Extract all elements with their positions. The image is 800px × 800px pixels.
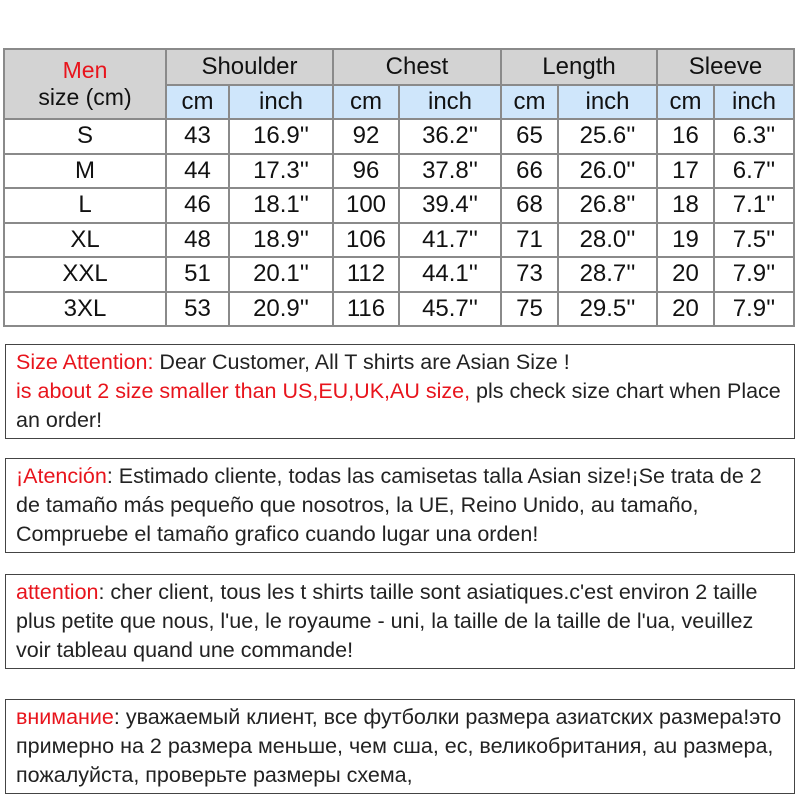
value-cell: 44.1'' xyxy=(398,256,502,293)
value-cell: 51 xyxy=(165,256,230,293)
group-header-length: Length xyxy=(500,48,658,86)
value-cell: 20 xyxy=(656,290,715,327)
table-row: M 44 17.3'' 96 37.8'' 66 26.0'' 17 6.7'' xyxy=(3,152,795,189)
value-cell: 26.8'' xyxy=(557,187,658,224)
value-cell: 7.5'' xyxy=(713,221,795,258)
value-cell: 7.9'' xyxy=(713,256,795,293)
notice-text: : Estimado cliente, todas las camisetas … xyxy=(16,464,762,546)
notice-label: Size Attention: xyxy=(16,350,154,374)
value-cell: 6.7'' xyxy=(713,152,795,189)
value-cell: 37.8'' xyxy=(398,152,502,189)
size-cell: S xyxy=(3,118,167,155)
notice-label: ¡Atención xyxy=(16,464,107,488)
notice-text: : уважаемый клиент, все футболки размера… xyxy=(16,705,782,787)
size-chart-table: Men size (cm) Shoulder Chest Length Slee… xyxy=(3,48,795,327)
notice-text: : cher client, tous les t shirts taille … xyxy=(16,580,758,662)
unit-header-inch: inch xyxy=(557,84,658,120)
size-cm-label: size (cm) xyxy=(38,84,132,110)
value-cell: 7.1'' xyxy=(713,187,795,224)
notice-text-rest: pls check size chart when Place an order… xyxy=(16,379,781,432)
notice-english: Size Attention: Dear Customer, All T shi… xyxy=(5,344,795,439)
value-cell: 45.7'' xyxy=(398,290,502,327)
unit-header-inch: inch xyxy=(228,84,334,120)
value-cell: 41.7'' xyxy=(398,221,502,258)
notice-text: Dear Customer, All T shirts are Asian Si… xyxy=(153,350,570,374)
table-row: 3XL 53 20.9'' 116 45.7'' 75 29.5'' 20 7.9'' xyxy=(3,290,795,327)
value-cell: 16.9'' xyxy=(228,118,334,155)
value-cell: 7.9'' xyxy=(713,290,795,327)
size-header-cell: Men size (cm) xyxy=(3,48,167,120)
value-cell: 100 xyxy=(332,187,400,224)
value-cell: 53 xyxy=(165,290,230,327)
unit-header-inch: inch xyxy=(713,84,795,120)
value-cell: 65 xyxy=(500,118,559,155)
value-cell: 71 xyxy=(500,221,559,258)
value-cell: 112 xyxy=(332,256,400,293)
value-cell: 6.3'' xyxy=(713,118,795,155)
value-cell: 18.9'' xyxy=(228,221,334,258)
value-cell: 44 xyxy=(165,152,230,189)
value-cell: 73 xyxy=(500,256,559,293)
value-cell: 92 xyxy=(332,118,400,155)
value-cell: 25.6'' xyxy=(557,118,658,155)
group-header-chest: Chest xyxy=(332,48,502,86)
value-cell: 20.9'' xyxy=(228,290,334,327)
size-cell: XXL xyxy=(3,256,167,293)
size-cell: M xyxy=(3,152,167,189)
size-cell: L xyxy=(3,187,167,224)
value-cell: 66 xyxy=(500,152,559,189)
value-cell: 48 xyxy=(165,221,230,258)
value-cell: 20 xyxy=(656,256,715,293)
value-cell: 29.5'' xyxy=(557,290,658,327)
notice-label: внимание xyxy=(16,705,114,729)
unit-header-cm: cm xyxy=(656,84,715,120)
value-cell: 17 xyxy=(656,152,715,189)
value-cell: 26.0'' xyxy=(557,152,658,189)
value-cell: 96 xyxy=(332,152,400,189)
notice-french: attention: cher client, tous les t shirt… xyxy=(5,574,795,669)
value-cell: 19 xyxy=(656,221,715,258)
value-cell: 46 xyxy=(165,187,230,224)
group-header-shoulder: Shoulder xyxy=(165,48,334,86)
value-cell: 17.3'' xyxy=(228,152,334,189)
value-cell: 18.1'' xyxy=(228,187,334,224)
unit-header-cm: cm xyxy=(500,84,559,120)
men-label: Men xyxy=(62,57,108,83)
notice-label: attention xyxy=(16,580,99,604)
table-row: L 46 18.1'' 100 39.4'' 68 26.8'' 18 7.1'' xyxy=(3,187,795,224)
value-cell: 28.0'' xyxy=(557,221,658,258)
value-cell: 68 xyxy=(500,187,559,224)
value-cell: 18 xyxy=(656,187,715,224)
group-header-sleeve: Sleeve xyxy=(656,48,795,86)
value-cell: 116 xyxy=(332,290,400,327)
table-row: XXL 51 20.1'' 112 44.1'' 73 28.7'' 20 7.9'' xyxy=(3,256,795,293)
value-cell: 106 xyxy=(332,221,400,258)
value-cell: 43 xyxy=(165,118,230,155)
unit-header-cm: cm xyxy=(332,84,400,120)
table-row: XL 48 18.9'' 106 41.7'' 71 28.0'' 19 7.5'' xyxy=(3,221,795,258)
size-cell: 3XL xyxy=(3,290,167,327)
unit-header-inch: inch xyxy=(398,84,502,120)
notice-spanish: ¡Atención: Estimado cliente, todas las c… xyxy=(5,458,795,553)
notice-russian: внимание: уважаемый клиент, все футболки… xyxy=(5,699,795,794)
value-cell: 39.4'' xyxy=(398,187,502,224)
notice-warning: is about 2 size smaller than US,EU,UK,AU… xyxy=(16,379,471,403)
unit-header-cm: cm xyxy=(165,84,230,120)
value-cell: 36.2'' xyxy=(398,118,502,155)
table-row: S 43 16.9'' 92 36.2'' 65 25.6'' 16 6.3'' xyxy=(3,118,795,155)
value-cell: 20.1'' xyxy=(228,256,334,293)
value-cell: 16 xyxy=(656,118,715,155)
value-cell: 28.7'' xyxy=(557,256,658,293)
size-cell: XL xyxy=(3,221,167,258)
value-cell: 75 xyxy=(500,290,559,327)
